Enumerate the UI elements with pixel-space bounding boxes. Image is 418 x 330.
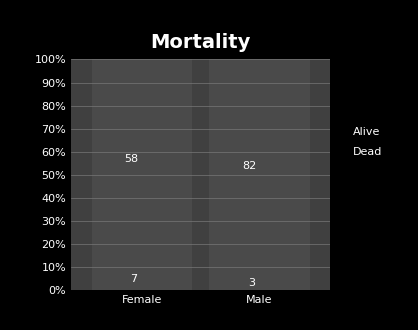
Bar — [92, 59, 192, 290]
Legend: Alive, Dead: Alive, Dead — [344, 127, 382, 157]
Text: 82: 82 — [242, 161, 256, 171]
Text: 3: 3 — [248, 279, 255, 288]
Text: 58: 58 — [124, 154, 138, 164]
Bar — [209, 59, 310, 290]
Title: Mortality: Mortality — [150, 33, 251, 52]
Text: 7: 7 — [130, 274, 137, 284]
